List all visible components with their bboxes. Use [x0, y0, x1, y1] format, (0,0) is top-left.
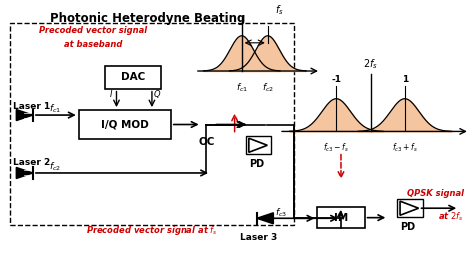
Text: $f_{c1}$: $f_{c1}$: [49, 102, 62, 115]
Text: $f_s$: $f_s$: [275, 3, 283, 17]
Text: PD: PD: [401, 222, 416, 232]
Text: OC: OC: [198, 136, 214, 147]
Text: QPSK signal: QPSK signal: [407, 189, 464, 198]
Text: $f_{c2}$: $f_{c2}$: [262, 81, 274, 94]
Text: I/Q MOD: I/Q MOD: [101, 119, 149, 130]
Text: $Q$: $Q$: [154, 88, 162, 100]
Text: Precoded vector signal at $f_s$: Precoded vector signal at $f_s$: [86, 224, 218, 237]
Text: at baseband: at baseband: [64, 40, 122, 49]
Text: PD: PD: [249, 159, 264, 169]
Text: $f_{c2}$: $f_{c2}$: [49, 160, 62, 173]
Text: $f_{c3}$: $f_{c3}$: [275, 207, 287, 219]
Polygon shape: [400, 201, 419, 215]
Polygon shape: [16, 110, 33, 120]
Text: DAC: DAC: [121, 72, 145, 82]
Text: $I$: $I$: [109, 88, 113, 99]
Text: Laser 3: Laser 3: [240, 233, 277, 242]
Text: Photonic Heterodyne Beating: Photonic Heterodyne Beating: [49, 12, 245, 25]
FancyBboxPatch shape: [397, 199, 422, 217]
Text: $f_{c1}$: $f_{c1}$: [236, 81, 248, 94]
Polygon shape: [16, 167, 33, 179]
Text: Precoded vector signal: Precoded vector signal: [39, 26, 147, 35]
FancyBboxPatch shape: [105, 66, 161, 89]
Text: $2f_s$: $2f_s$: [363, 57, 378, 71]
Text: $f_{c3}+f_s$: $f_{c3}+f_s$: [392, 141, 418, 154]
Polygon shape: [249, 138, 267, 152]
Text: at $2f_s$: at $2f_s$: [438, 211, 464, 223]
Text: -1: -1: [331, 75, 341, 84]
Polygon shape: [257, 213, 273, 224]
FancyBboxPatch shape: [246, 136, 271, 155]
FancyBboxPatch shape: [79, 110, 171, 139]
Text: $f_{c3}-f_s$: $f_{c3}-f_s$: [323, 141, 349, 154]
Text: Laser 2: Laser 2: [12, 158, 50, 167]
FancyBboxPatch shape: [10, 23, 294, 224]
Text: 1: 1: [401, 75, 408, 84]
Text: Laser 1: Laser 1: [12, 102, 50, 111]
Text: IM: IM: [334, 213, 348, 223]
FancyBboxPatch shape: [318, 207, 365, 228]
